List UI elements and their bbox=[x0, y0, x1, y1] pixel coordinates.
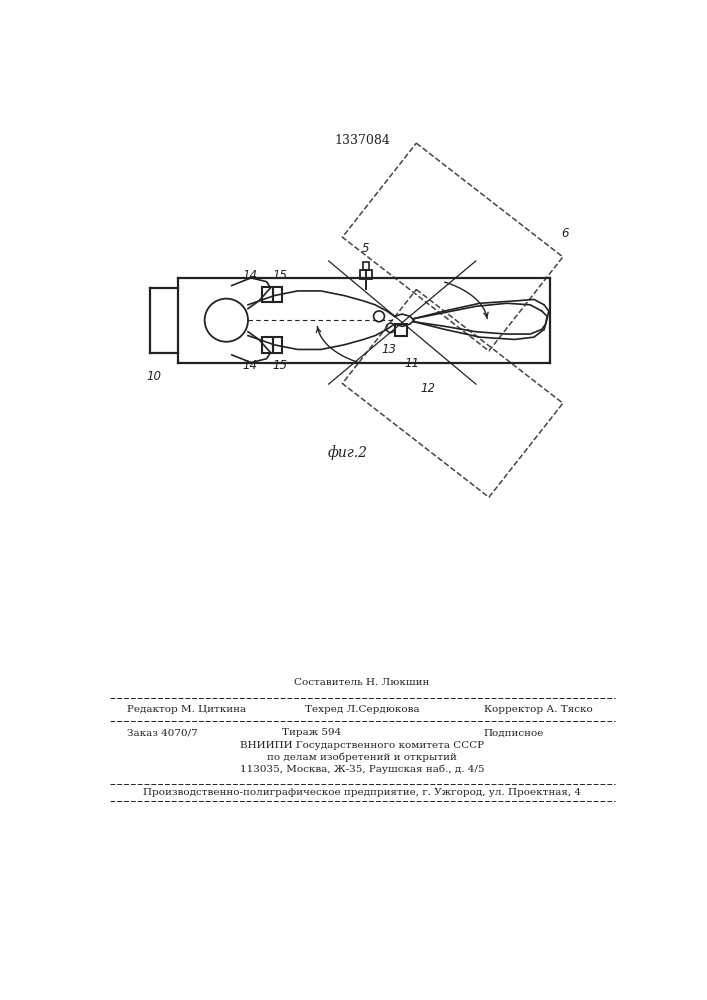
Bar bbox=[262, 287, 273, 302]
Bar bbox=[273, 287, 282, 302]
Text: Подписное: Подписное bbox=[484, 728, 544, 737]
Text: 15: 15 bbox=[273, 269, 288, 282]
Bar bbox=[363, 262, 369, 270]
Text: 14: 14 bbox=[243, 269, 257, 282]
Text: 113035, Москва, Ж-35, Раушская наб., д. 4/5: 113035, Москва, Ж-35, Раушская наб., д. … bbox=[240, 764, 484, 774]
Text: 10: 10 bbox=[146, 370, 161, 383]
Bar bbox=[395, 324, 407, 336]
Text: 15: 15 bbox=[273, 359, 288, 372]
Text: Редактор М. Циткина: Редактор М. Циткина bbox=[127, 705, 246, 714]
Text: 5: 5 bbox=[362, 242, 370, 255]
Text: 11: 11 bbox=[404, 357, 419, 370]
Text: Корректор А. Тяско: Корректор А. Тяско bbox=[484, 705, 592, 714]
Text: 6: 6 bbox=[561, 227, 568, 240]
Text: Составитель Н. Люкшин: Составитель Н. Люкшин bbox=[294, 678, 430, 687]
Text: Техред Л.Сердюкова: Техред Л.Сердюкова bbox=[305, 705, 420, 714]
Text: по делам изобретений и открытий: по делам изобретений и открытий bbox=[267, 752, 457, 762]
Bar bbox=[360, 270, 372, 279]
Text: 12: 12 bbox=[420, 382, 435, 395]
Text: 14: 14 bbox=[243, 359, 257, 372]
Bar bbox=[273, 337, 282, 353]
Text: Производственно-полиграфическое предприятие, г. Ужгород, ул. Проектная, 4: Производственно-полиграфическое предприя… bbox=[143, 788, 581, 797]
Text: 13: 13 bbox=[382, 343, 397, 356]
Text: Тираж 594: Тираж 594 bbox=[282, 728, 341, 737]
Bar bbox=[262, 337, 273, 353]
Text: фиг.2: фиг.2 bbox=[328, 445, 368, 460]
Text: ВНИИПИ Государственного комитета СССР: ВНИИПИ Государственного комитета СССР bbox=[240, 741, 484, 750]
Text: 1337084: 1337084 bbox=[334, 134, 390, 147]
Text: Заказ 4070/7: Заказ 4070/7 bbox=[127, 728, 198, 737]
